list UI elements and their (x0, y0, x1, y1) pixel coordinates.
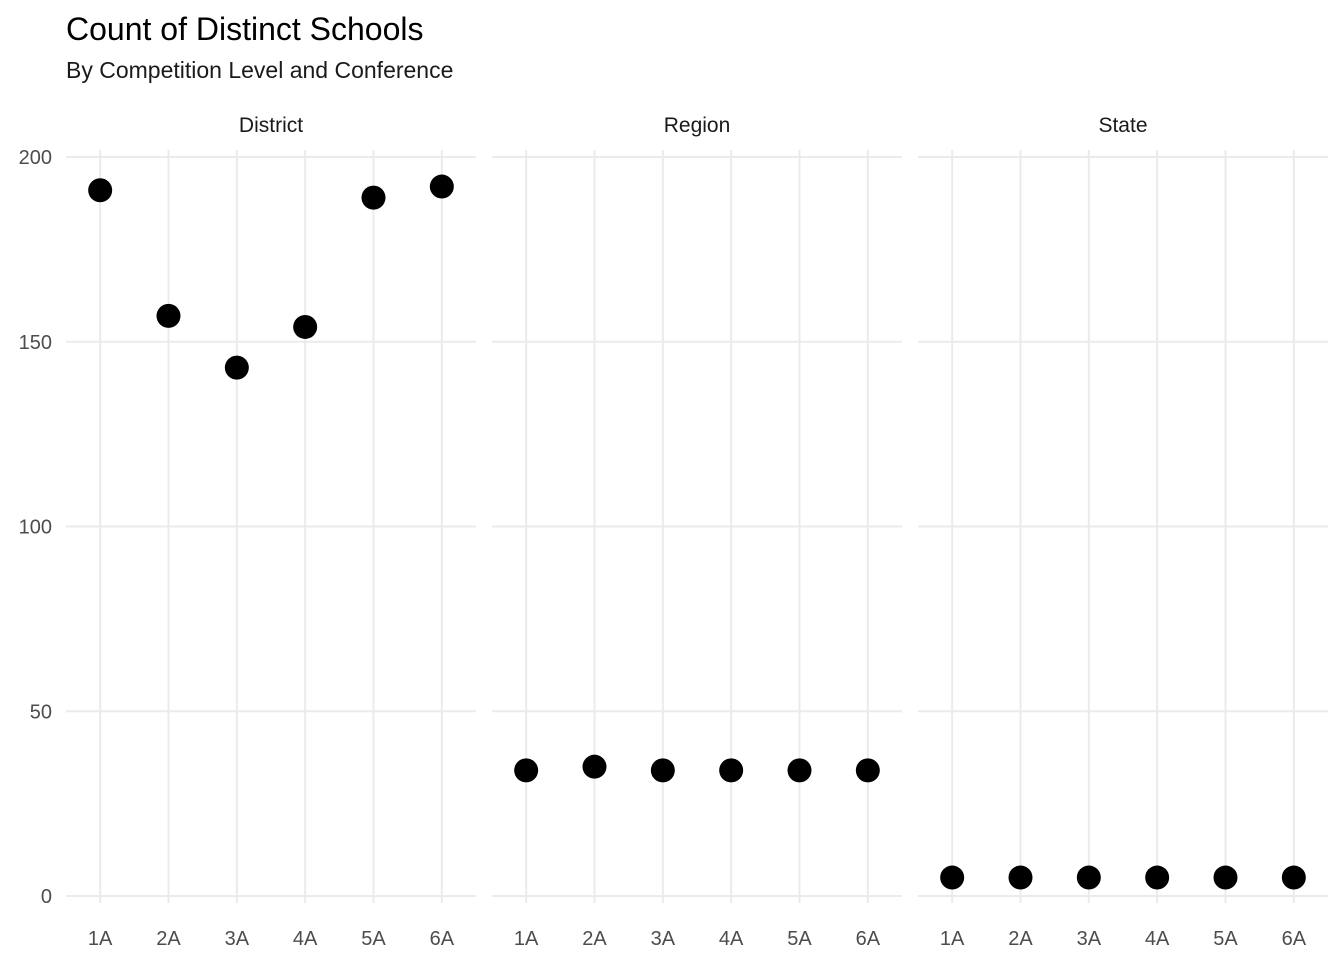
data-point (88, 178, 113, 203)
x-tick-label: 2A (1008, 928, 1033, 950)
data-point (1076, 865, 1101, 890)
x-tick-label: 6A (430, 928, 455, 950)
data-point (361, 185, 386, 210)
data-point (719, 758, 744, 783)
y-axis: 0 50 100 150 200 (19, 147, 52, 908)
x-tick-label: 6A (1282, 928, 1307, 950)
x-tick-label: 1A (88, 928, 113, 950)
y-tick-label: 50 (30, 701, 52, 723)
data-point (429, 174, 454, 199)
x-tick-label: 2A (582, 928, 607, 950)
facet-label: Region (664, 114, 731, 137)
data-point (1145, 865, 1170, 890)
facet-label: State (1098, 114, 1147, 137)
x-tick-label: 1A (514, 928, 539, 950)
data-point (1008, 865, 1033, 890)
chart-subtitle: By Competition Level and Conference (66, 57, 453, 83)
facet-label: District (239, 114, 303, 137)
data-point (224, 355, 249, 380)
x-tick-label: 4A (1145, 928, 1170, 950)
data-point (514, 758, 539, 783)
x-tick-label: 6A (856, 928, 881, 950)
facet-panel-state: State 1A 2A 3A 4A 5A 6A (918, 114, 1328, 950)
x-tick-label: 4A (719, 928, 744, 950)
facet-panel-district: District 1A 2A 3A 4A 5A 6A (66, 114, 476, 950)
x-tick-label: 5A (787, 928, 812, 950)
x-tick-label: 3A (225, 928, 250, 950)
y-tick-label: 0 (41, 886, 52, 908)
data-point (855, 758, 880, 783)
x-tick-label: 4A (293, 928, 318, 950)
chart-title: Count of Distinct Schools (66, 11, 424, 47)
x-tick-label: 5A (361, 928, 386, 950)
x-tick-label: 1A (940, 928, 965, 950)
x-tick-label: 3A (1077, 928, 1102, 950)
data-point (940, 865, 965, 890)
facet-panel-region: Region 1A 2A 3A 4A 5A 6A (492, 114, 902, 950)
x-tick-label: 2A (156, 928, 181, 950)
x-tick-label: 3A (651, 928, 676, 950)
data-point (582, 754, 607, 779)
data-point (650, 758, 675, 783)
x-tick-label: 5A (1213, 928, 1238, 950)
y-tick-label: 150 (19, 332, 52, 354)
data-point (787, 758, 812, 783)
y-tick-label: 200 (19, 147, 52, 169)
data-point (1213, 865, 1238, 890)
data-point (293, 314, 318, 339)
data-point (1281, 865, 1306, 890)
data-point (156, 303, 181, 328)
y-tick-label: 100 (19, 517, 52, 539)
